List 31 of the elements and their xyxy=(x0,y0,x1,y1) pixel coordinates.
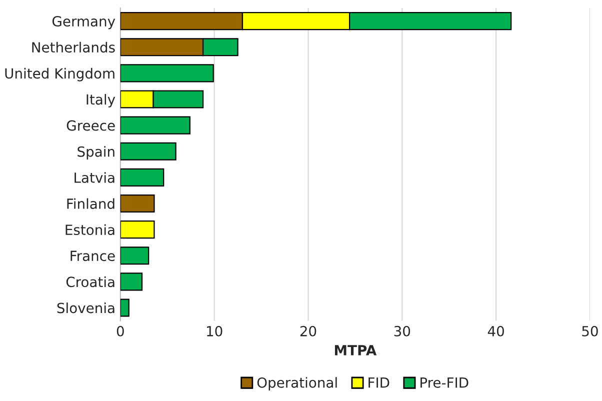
y-tick-label: United Kingdom xyxy=(5,68,114,82)
bar xyxy=(120,272,143,291)
bar xyxy=(120,298,130,317)
x-tick-label: 40 xyxy=(488,326,504,336)
y-tick-label: Latvia xyxy=(74,172,114,183)
y-tick-label: Netherlands xyxy=(32,42,115,53)
y-tick-label: Croatia xyxy=(66,276,114,288)
legend-label: FID xyxy=(368,378,390,388)
y-tick-label: Greece xyxy=(66,120,115,131)
x-axis-title: MTPA xyxy=(334,345,377,356)
y-tick-label: Spain xyxy=(78,146,114,160)
x-tick-label: 0 xyxy=(116,326,124,336)
bar xyxy=(120,168,164,186)
x-tick-label: 50 xyxy=(582,326,598,336)
bar xyxy=(120,142,176,160)
bar xyxy=(120,194,155,213)
bar xyxy=(120,246,150,265)
y-tick-label: Estonia xyxy=(66,224,114,236)
y-tick-label: Slovenia xyxy=(57,302,114,314)
x-tick-label: 10 xyxy=(207,326,222,336)
bar xyxy=(120,220,155,239)
y-tick-label: Finland xyxy=(67,198,114,209)
legend-label: Operational xyxy=(257,377,337,391)
y-tick-label: Germany xyxy=(52,16,116,30)
y-tick-label: Italy xyxy=(86,94,116,108)
x-tick-label: 20 xyxy=(300,326,316,336)
bar xyxy=(120,116,190,134)
y-tick-label: France xyxy=(70,250,115,262)
x-tick-label: 30 xyxy=(394,326,410,336)
bar xyxy=(120,64,214,82)
legend-label: Pre-FID xyxy=(420,378,468,388)
